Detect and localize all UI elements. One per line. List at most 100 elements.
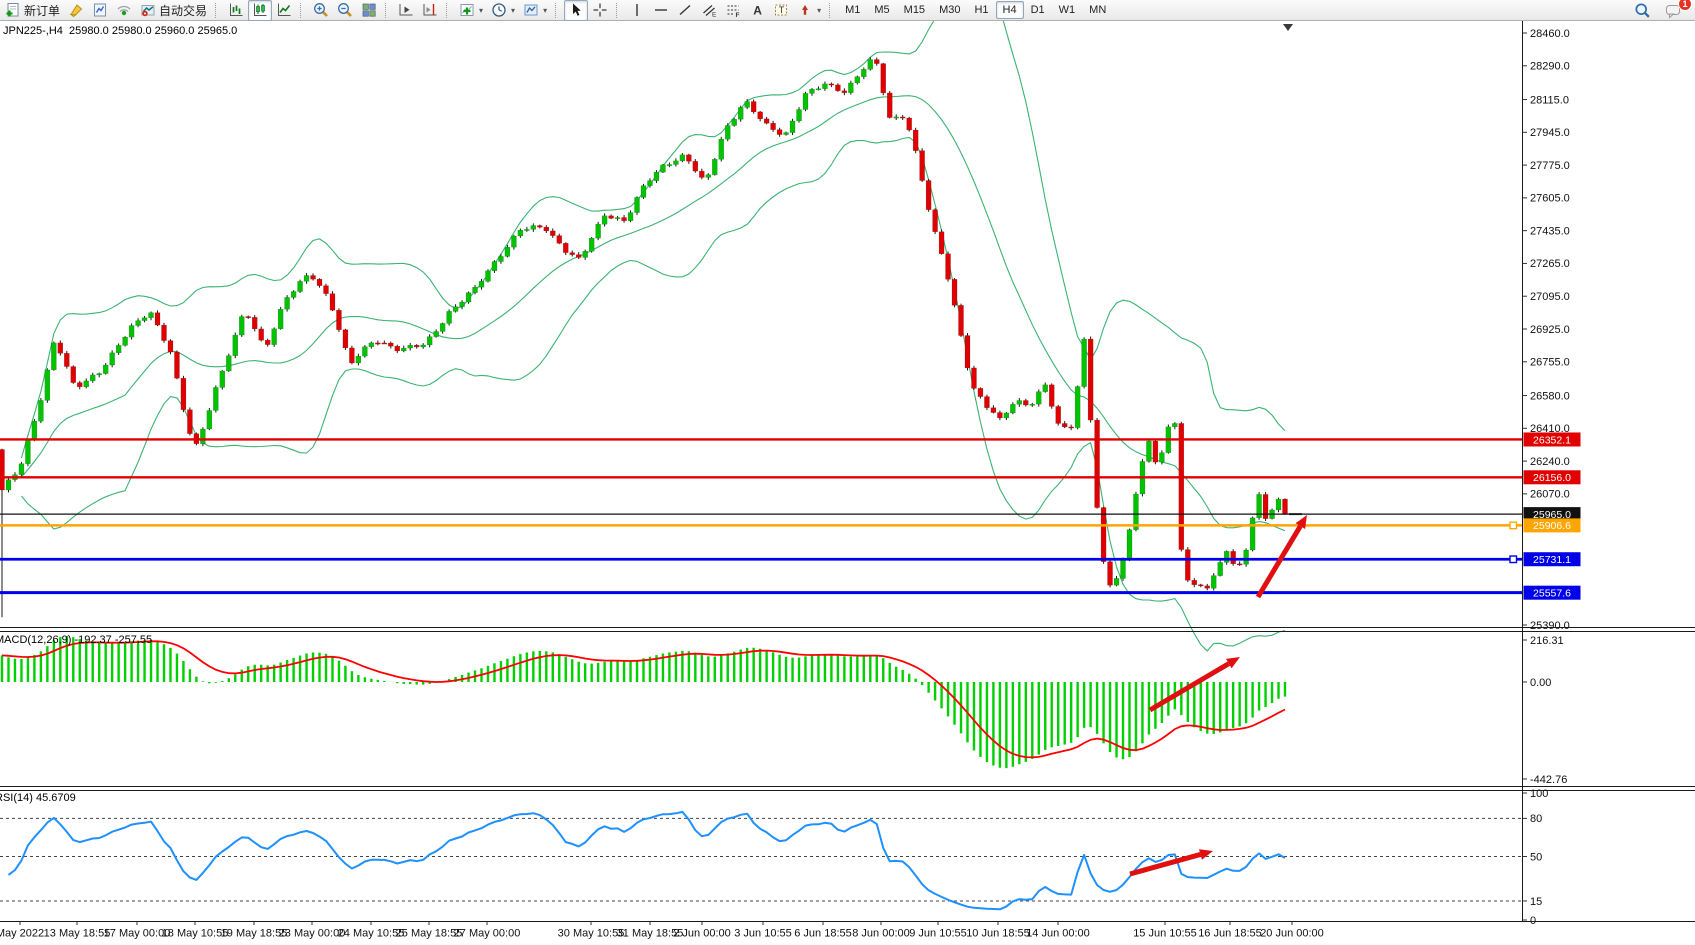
chart-bars-button[interactable] bbox=[224, 0, 248, 21]
chart-line-button[interactable] bbox=[272, 0, 296, 21]
new-order-icon bbox=[6, 3, 19, 17]
vertical-line-icon bbox=[636, 4, 638, 16]
chart-candles-button[interactable] bbox=[248, 0, 273, 21]
macd-signal-line bbox=[1, 640, 1286, 759]
zoom-in-icon bbox=[314, 3, 328, 17]
rsi-axis-label: 15 bbox=[1530, 896, 1542, 908]
price-axis-label: 28460.0 bbox=[1530, 28, 1570, 40]
time-axis-label: 18 May 10:55 bbox=[162, 928, 229, 940]
price-badge-26156.0 bbox=[1523, 470, 1581, 485]
time-axis-label: 14 Jun 00:00 bbox=[1026, 928, 1090, 940]
crosshair-tool-button[interactable] bbox=[588, 0, 612, 21]
horizontal-level-lines[interactable] bbox=[0, 438, 1522, 595]
trend-arrow-rsi[interactable] bbox=[1129, 849, 1213, 877]
time-axis-label: 15 Jun 10:55 bbox=[1133, 928, 1197, 940]
chart-shift-marker[interactable] bbox=[1283, 24, 1293, 31]
new-order-label: 新订单 bbox=[24, 3, 61, 18]
toolbar-separator bbox=[385, 2, 391, 18]
time-axis-label: 3 Jun 10:55 bbox=[734, 928, 792, 940]
search-button[interactable] bbox=[1630, 0, 1655, 21]
time-axis-label: 19 May 18:55 bbox=[221, 928, 288, 940]
horizontal-line-tool-button[interactable] bbox=[649, 0, 673, 21]
macd-axis-label: 216.31 bbox=[1530, 635, 1564, 647]
time-axis-label: 10 Jun 18:55 bbox=[966, 928, 1030, 940]
notifications-button[interactable]: 1 bbox=[1661, 0, 1692, 21]
trendline-tool-button[interactable] bbox=[673, 0, 697, 21]
rsi-line bbox=[7, 810, 1286, 911]
tile-windows-button[interactable] bbox=[357, 0, 381, 21]
price-axis-label: 27265.0 bbox=[1530, 258, 1570, 270]
time-axis-label: 6 Jun 18:55 bbox=[794, 928, 852, 940]
highlight-button[interactable] bbox=[64, 0, 88, 21]
new-order-button[interactable]: 新订单 bbox=[1, 0, 64, 21]
timeframe-button-M15[interactable]: M15 bbox=[903, 4, 926, 16]
bollinger-bands bbox=[20, 0, 1286, 652]
trend-arrow-main[interactable] bbox=[1255, 515, 1307, 599]
price-axis-label: 28115.0 bbox=[1530, 94, 1569, 106]
timeframe-button-D1[interactable]: D1 bbox=[1030, 4, 1045, 16]
reports-button[interactable] bbox=[88, 0, 112, 21]
price-axis-label: 26410.0 bbox=[1530, 423, 1570, 435]
time-axis-label: 24 May 10:55 bbox=[338, 928, 405, 940]
timeframe-button-M30[interactable]: M30 bbox=[939, 4, 961, 16]
rsi-axis-label: 100 bbox=[1530, 788, 1548, 800]
text-icon: A bbox=[753, 4, 762, 18]
text-tool-button[interactable]: A bbox=[745, 0, 769, 21]
price-axis-label: 25390.0 bbox=[1530, 620, 1570, 632]
zoom-in-button[interactable] bbox=[309, 0, 333, 21]
equidistant-channel-icon: E bbox=[703, 5, 717, 18]
toolbar-separator bbox=[446, 2, 452, 18]
autotrade-button[interactable]: 自动交易 bbox=[136, 0, 211, 21]
text-label-tool-button[interactable]: T bbox=[769, 0, 793, 21]
price-badge-25731.1 bbox=[1523, 552, 1581, 567]
macd-histogram bbox=[0, 636, 1287, 769]
price-badge-label: 25965.0 bbox=[1533, 509, 1571, 521]
scroll-to-end-button[interactable] bbox=[394, 0, 418, 21]
price-axis[interactable]: 28460.0 28290.0 28115.0 27945.0 27775.0 27605… bbox=[1523, 28, 1581, 632]
macd-axis: 216.31 0.00 -442.76 bbox=[1523, 635, 1567, 786]
timeframe-button-M1[interactable]: M1 bbox=[845, 4, 861, 16]
trend-arrow-macd[interactable] bbox=[1148, 657, 1240, 713]
time-axis-label: 16 Jun 18:55 bbox=[1198, 928, 1262, 940]
zoom-out-icon bbox=[338, 3, 352, 17]
price-axis-label: 27605.0 bbox=[1530, 193, 1570, 205]
zoom-out-button[interactable] bbox=[333, 0, 357, 21]
crosshair-icon bbox=[593, 3, 607, 17]
time-axis-label: 20 Jun 00:00 bbox=[1260, 928, 1324, 940]
timeframe-button-W1[interactable]: W1 bbox=[1058, 4, 1076, 16]
timeframe-button-MN[interactable]: MN bbox=[1089, 4, 1107, 16]
timeframe-button-M5[interactable]: M5 bbox=[874, 4, 890, 16]
signals-icon bbox=[117, 5, 131, 16]
periods-button[interactable]: ▾ bbox=[487, 0, 519, 21]
rsi-axis-label: 50 bbox=[1530, 851, 1542, 863]
price-axis-label: 27435.0 bbox=[1530, 225, 1570, 237]
toolbar-separator bbox=[829, 2, 835, 18]
add-indicator-button[interactable]: ▾ bbox=[455, 0, 487, 21]
chart-shift-icon bbox=[423, 4, 437, 16]
scroll-to-end-icon bbox=[399, 4, 413, 16]
svg-text:A: A bbox=[753, 4, 762, 18]
arrows-tool-button[interactable]: ▾ bbox=[793, 0, 825, 21]
fibonacci-tool-button[interactable]: F bbox=[721, 0, 745, 21]
timeframe-button-H1[interactable]: H1 bbox=[974, 4, 989, 16]
signals-button[interactable] bbox=[112, 0, 136, 21]
bollinger-middle-band bbox=[20, 95, 1286, 532]
templates-button[interactable]: ▾ bbox=[519, 0, 551, 21]
price-badge-26352.1 bbox=[1523, 432, 1581, 447]
cursor-tool-button[interactable] bbox=[564, 0, 589, 21]
price-badge-25965.0 bbox=[1523, 507, 1581, 522]
time-axis-label: 25 May 18:55 bbox=[396, 928, 463, 940]
time-axis-label: 30 May 10:55 bbox=[558, 928, 625, 940]
vertical-line-tool-button[interactable] bbox=[625, 0, 649, 21]
timeframe-button-H4[interactable]: H4 bbox=[995, 1, 1024, 19]
price-axis-label: 26240.0 bbox=[1530, 456, 1570, 468]
fibonacci-icon: F bbox=[727, 5, 740, 18]
chart-shift-button[interactable] bbox=[418, 0, 442, 21]
time-axis-label: 27 May 00:00 bbox=[454, 928, 521, 940]
line-handle bbox=[1509, 555, 1518, 564]
bollinger-lower-band bbox=[20, 136, 1286, 652]
channel-tool-button[interactable]: E bbox=[697, 0, 721, 21]
